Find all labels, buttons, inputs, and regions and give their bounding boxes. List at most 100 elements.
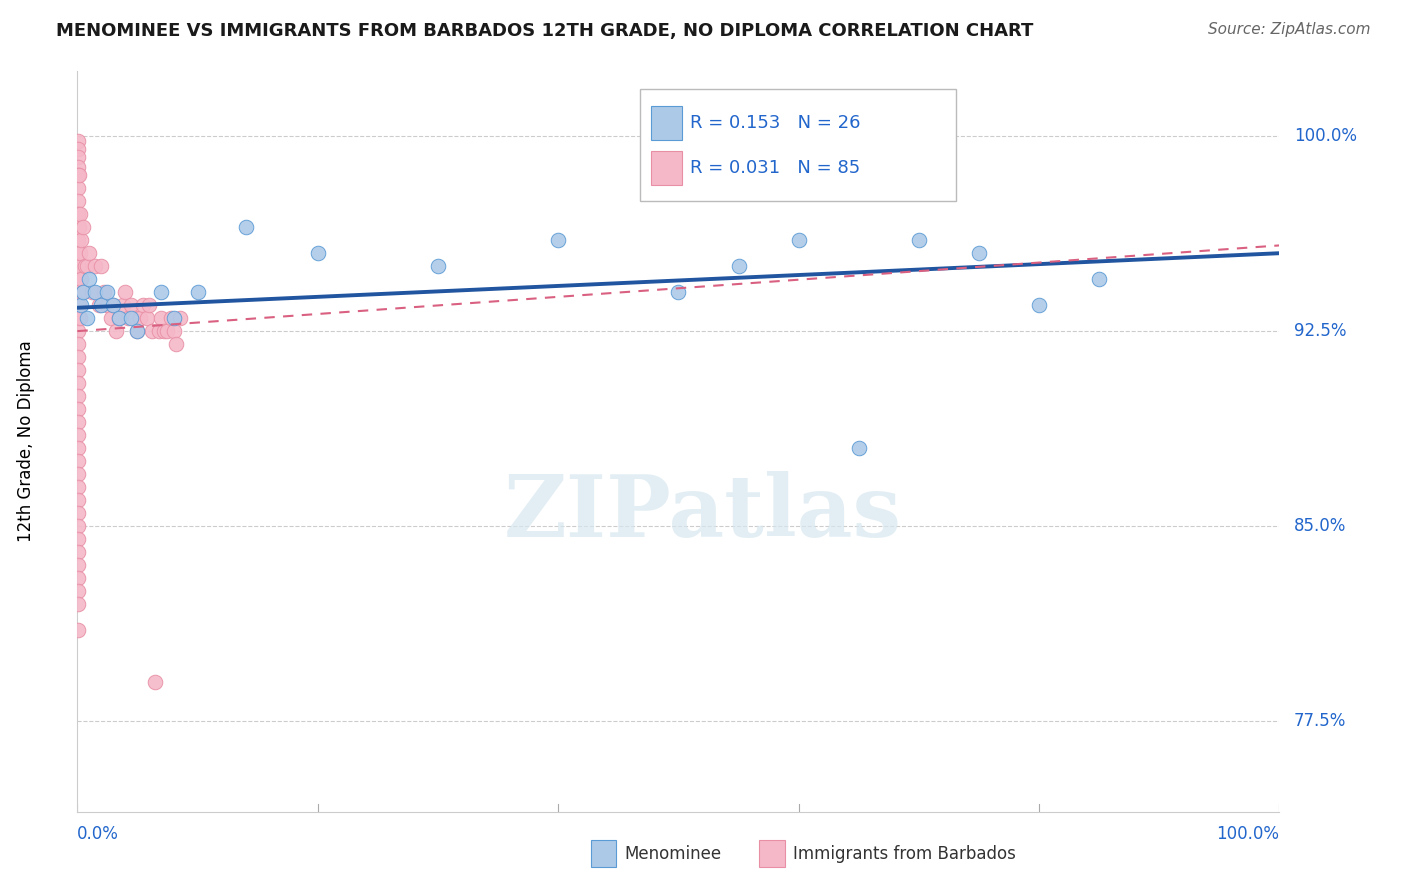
Point — [67, 168, 90, 182]
Text: R = 0.031   N = 85: R = 0.031 N = 85 — [690, 159, 860, 177]
Point — [72, 220, 94, 235]
Point — [70, 298, 93, 312]
Point — [66, 519, 89, 533]
Text: MENOMINEE VS IMMIGRANTS FROM BARBADOS 12TH GRADE, NO DIPLOMA CORRELATION CHART: MENOMINEE VS IMMIGRANTS FROM BARBADOS 12… — [56, 22, 1033, 40]
Point — [80, 285, 103, 300]
Point — [547, 233, 569, 247]
Point — [169, 311, 191, 326]
Point — [69, 207, 91, 221]
Point — [66, 181, 89, 195]
Point — [117, 311, 139, 326]
Point — [128, 311, 150, 326]
Point — [66, 583, 89, 598]
Point — [66, 402, 89, 417]
Point — [148, 324, 170, 338]
Text: ZIPatlas: ZIPatlas — [503, 471, 901, 555]
Point — [66, 597, 89, 611]
Point — [104, 324, 127, 338]
Point — [66, 467, 89, 481]
Point — [124, 311, 146, 326]
Point — [66, 324, 89, 338]
Text: 100.0%: 100.0% — [1216, 825, 1279, 843]
Point — [727, 259, 749, 273]
Text: 85.0%: 85.0% — [1294, 517, 1347, 535]
Point — [66, 428, 89, 442]
Point — [90, 298, 112, 312]
Point — [79, 246, 101, 260]
Point — [145, 674, 167, 689]
Point — [66, 441, 89, 455]
Point — [66, 571, 89, 585]
Point — [787, 233, 810, 247]
Point — [120, 298, 142, 312]
Point — [76, 259, 98, 273]
Point — [87, 298, 110, 312]
Point — [307, 246, 329, 260]
Point — [70, 233, 93, 247]
Point — [66, 233, 89, 247]
Point — [72, 285, 94, 300]
Point — [66, 194, 89, 209]
Point — [67, 259, 90, 273]
Point — [162, 311, 184, 326]
Text: 0.0%: 0.0% — [77, 825, 120, 843]
Point — [66, 161, 89, 175]
Point — [427, 259, 450, 273]
Point — [66, 415, 89, 429]
Point — [132, 298, 155, 312]
Point — [66, 220, 89, 235]
Point — [108, 311, 131, 326]
Point — [150, 311, 173, 326]
Point — [66, 623, 89, 637]
Point — [96, 285, 118, 300]
Point — [69, 311, 91, 326]
Point — [165, 337, 187, 351]
Point — [73, 259, 96, 273]
Point — [66, 363, 89, 377]
Point — [66, 506, 89, 520]
Point — [100, 311, 122, 326]
Point — [111, 298, 134, 312]
Text: 12th Grade, No Diploma: 12th Grade, No Diploma — [17, 341, 35, 542]
Point — [66, 168, 89, 182]
Point — [70, 272, 93, 286]
Point — [136, 311, 159, 326]
Point — [66, 272, 89, 286]
Point — [150, 285, 173, 300]
Point — [127, 324, 149, 338]
Point — [66, 389, 89, 403]
Text: Immigrants from Barbados: Immigrants from Barbados — [793, 845, 1017, 863]
Point — [69, 246, 91, 260]
Point — [66, 558, 89, 572]
Point — [67, 285, 90, 300]
Point — [127, 324, 149, 338]
Point — [66, 545, 89, 559]
Point — [153, 324, 176, 338]
Point — [84, 259, 107, 273]
Point — [67, 220, 90, 235]
Point — [79, 272, 101, 286]
Point — [186, 285, 209, 300]
Point — [96, 298, 118, 312]
Point — [72, 285, 94, 300]
Point — [66, 259, 89, 273]
Point — [66, 337, 89, 351]
Point — [66, 493, 89, 508]
Point — [66, 376, 89, 390]
Point — [66, 532, 89, 546]
Point — [103, 298, 125, 312]
Point — [103, 298, 125, 312]
Point — [84, 285, 107, 300]
Point — [66, 246, 89, 260]
Text: Source: ZipAtlas.com: Source: ZipAtlas.com — [1208, 22, 1371, 37]
Text: 92.5%: 92.5% — [1294, 322, 1347, 340]
Point — [114, 285, 136, 300]
Point — [76, 311, 98, 326]
Point — [66, 480, 89, 494]
Text: 77.5%: 77.5% — [1294, 712, 1347, 730]
Point — [66, 285, 89, 300]
Point — [162, 324, 184, 338]
Text: Menominee: Menominee — [624, 845, 721, 863]
Point — [1088, 272, 1111, 286]
Point — [967, 246, 990, 260]
